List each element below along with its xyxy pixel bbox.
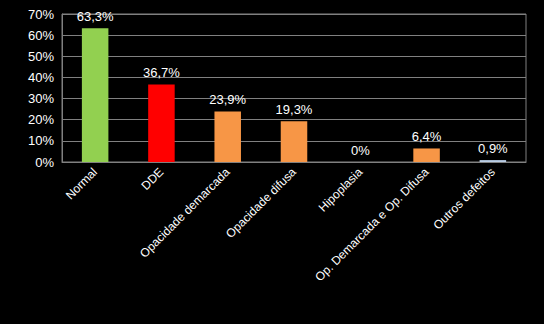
svg-text:23,9%: 23,9% — [209, 92, 246, 107]
svg-text:Normal: Normal — [63, 165, 100, 202]
svg-text:0%: 0% — [351, 143, 370, 158]
svg-text:Opacidade demarcada: Opacidade demarcada — [137, 165, 233, 261]
svg-text:0%: 0% — [35, 155, 54, 170]
svg-text:19,3%: 19,3% — [276, 102, 313, 117]
svg-text:10%: 10% — [28, 133, 54, 148]
svg-text:Opacidade difusa: Opacidade difusa — [223, 165, 299, 241]
svg-text:30%: 30% — [28, 91, 54, 106]
svg-text:50%: 50% — [28, 49, 54, 64]
svg-text:Hipoplasia: Hipoplasia — [316, 165, 366, 215]
svg-text:40%: 40% — [28, 70, 54, 85]
svg-text:0,9%: 0,9% — [478, 141, 508, 156]
svg-text:6,4%: 6,4% — [412, 129, 442, 144]
svg-text:DDE: DDE — [139, 165, 167, 193]
svg-text:Outros defeitos: Outros defeitos — [430, 165, 497, 232]
svg-text:70%: 70% — [28, 7, 54, 22]
svg-text:60%: 60% — [28, 28, 54, 43]
svg-text:Op. Demarcada e Op. Difusa: Op. Demarcada e Op. Difusa — [312, 165, 431, 284]
svg-text:20%: 20% — [28, 112, 54, 127]
svg-text:63,3%: 63,3% — [77, 9, 114, 24]
svg-text:36,7%: 36,7% — [143, 65, 180, 80]
